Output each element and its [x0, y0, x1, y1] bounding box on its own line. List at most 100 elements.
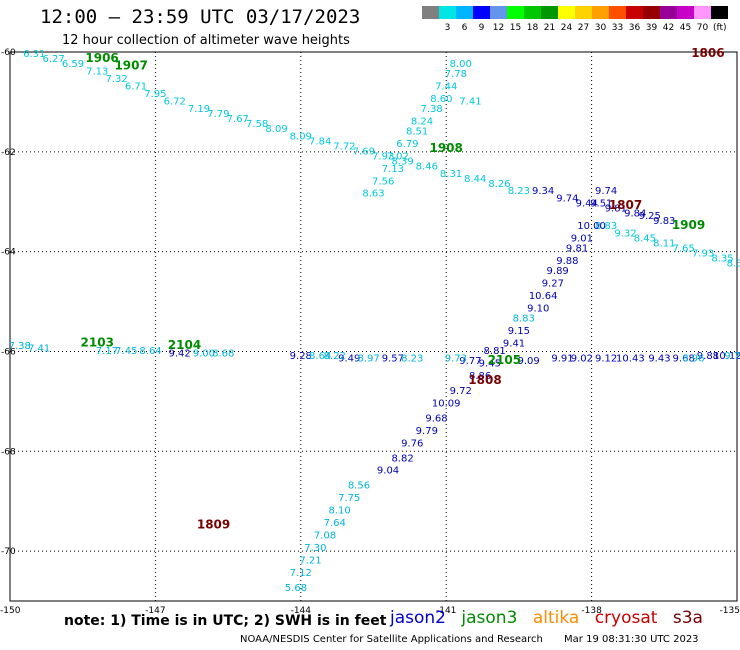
wave-height-value: 9.73: [445, 353, 467, 364]
wave-height-value: 9.49: [338, 353, 360, 364]
wave-height-value: 8.23: [508, 186, 530, 197]
wave-height-value: 7.12: [290, 568, 312, 579]
credit-line: NOAA/NESDIS Center for Satellite Applica…: [240, 634, 717, 645]
map-frame: [9, 51, 738, 602]
orbit-number-label: 2104: [168, 338, 201, 352]
wave-height-value: 8.26: [488, 179, 510, 190]
wave-height-value: 9.68: [673, 353, 695, 364]
wave-height-value: 8.86: [469, 371, 491, 382]
wave-height-value: 8.10: [328, 506, 350, 517]
wave-height-value: 9.15: [508, 326, 530, 337]
wave-height-value: 7.72: [333, 141, 355, 152]
sat-label-altika: altika: [532, 608, 580, 628]
wave-height-value: 8.56: [348, 481, 370, 492]
wave-height-value: 6.72: [164, 96, 186, 107]
wave-height-value: 9.25: [639, 211, 661, 222]
wave-height-value: 7.41: [28, 343, 50, 354]
wave-height-value: 9.81: [605, 204, 627, 215]
wave-height-value: 8.81: [484, 346, 506, 357]
wave-height-value: 7.44: [435, 81, 457, 92]
lon-tick-label: -144: [291, 606, 312, 616]
wave-height-value: 8.68: [212, 348, 234, 359]
wave-height-value: 8.22: [324, 351, 346, 362]
wave-height-value: 9.68: [425, 413, 447, 424]
lon-tick-label: -147: [145, 606, 165, 616]
wave-height-value: 9.81: [566, 244, 588, 255]
wave-height-value: 7.84: [309, 136, 331, 147]
sat-label-jason2: jason2: [390, 608, 446, 628]
wave-height-value: 7.93: [372, 151, 394, 162]
lon-tick-label: -138: [581, 606, 602, 616]
lat-tick-label: -68: [1, 447, 16, 457]
wave-height-value: 9.77: [459, 356, 481, 367]
wave-height-value: 9.01: [571, 234, 593, 245]
wave-height-value: 8.35: [711, 254, 733, 265]
wave-height-value: 8.09: [290, 131, 312, 142]
wave-height-value: 8.31: [440, 169, 462, 180]
wave-height-value: 9.00: [193, 348, 215, 359]
wave-height-value: 9.12: [595, 353, 617, 364]
wave-height-value: 7.38: [421, 104, 443, 115]
wave-height-value: 7.75: [338, 493, 360, 504]
wave-height-value: 7.38: [9, 341, 31, 352]
wave-height-value: 9.04: [377, 466, 399, 477]
credit-org: NOAA/NESDIS Center for Satellite Applica…: [240, 634, 543, 645]
wave-height-value: 9.79: [416, 426, 438, 437]
lat-tick-label: -62: [1, 148, 16, 158]
wave-height-value: 8.11: [653, 239, 675, 250]
wave-height-value: 7.13: [86, 66, 108, 77]
orbit-number-label: 1808: [468, 373, 501, 387]
wave-height-value: 8.09: [265, 124, 287, 135]
wave-height-value: 7.45: [115, 346, 137, 357]
wave-height-value: 8.45: [634, 234, 656, 245]
wave-height-value: 9.09: [517, 356, 539, 367]
orbit-number-label: 1807: [609, 198, 642, 212]
wave-height-value: 7.56: [372, 176, 394, 187]
lon-tick-label: -141: [436, 606, 456, 616]
lat-tick-label: -66: [1, 347, 16, 357]
wave-height-value: 9.02: [571, 353, 593, 364]
wave-height-value: 7.19: [188, 104, 210, 115]
lat-tick-label: -64: [1, 248, 16, 258]
orbit-number-label: 2105: [488, 353, 521, 367]
wave-height-value: 9.7: [724, 351, 740, 362]
wave-height-value: 8.82: [391, 453, 413, 464]
wave-height-value: 9.51: [590, 199, 612, 210]
lon-tick-label: -150: [0, 606, 21, 616]
wave-height-value: 8.51: [406, 126, 428, 137]
wave-height-value: 9.10: [527, 304, 549, 315]
wave-height-value: 6.71: [125, 81, 147, 92]
wave-height-value: 7.21: [299, 556, 321, 567]
wave-height-value: 8.83: [513, 314, 535, 325]
orbit-number-label: 1907: [114, 58, 147, 72]
wave-height-value: 9.27: [542, 279, 564, 290]
wave-height-value: 8.23: [401, 353, 423, 364]
wave-height-value: 9.84: [624, 209, 646, 220]
wave-height-value: 9.43: [648, 353, 670, 364]
wave-height-value: 7.08: [314, 531, 336, 542]
orbit-number-label: 1809: [197, 518, 230, 532]
lon-tick-label: -135: [720, 606, 740, 616]
wave-height-value: 8.96: [682, 353, 704, 364]
map-title: 12:00 – 23:59 UTC 03/17/2023: [40, 6, 361, 28]
wave-height-value: 9.44: [576, 199, 598, 210]
sat-label-cryosat: cryosat: [594, 608, 658, 628]
wave-height-value: 7.69: [353, 146, 375, 157]
wave-height-value: 8.60: [430, 94, 452, 105]
sat-label-s3a: s3a: [672, 608, 703, 628]
wave-height-value: 7.95: [144, 89, 166, 100]
wave-height-value: 7.93: [692, 249, 714, 260]
wave-height-value: 9.42: [169, 348, 191, 359]
wave-height-value: 10.12: [713, 351, 740, 362]
wave-height-value: 6.31: [23, 49, 45, 60]
satellite-legend: jason2 jason3 altika cryosat s3a: [390, 608, 713, 628]
wave-height-value: 8.3: [727, 259, 740, 270]
wave-height-value: 9.28: [290, 351, 312, 362]
wave-height-value: 10.09: [432, 398, 461, 409]
orbit-number-label: 1806: [691, 46, 724, 60]
wave-height-value: 7.64: [324, 518, 346, 529]
orbit-number-label: 1908: [429, 141, 462, 155]
wave-height-value: 6.79: [396, 139, 418, 150]
wave-height-value: 7.78: [445, 69, 467, 80]
